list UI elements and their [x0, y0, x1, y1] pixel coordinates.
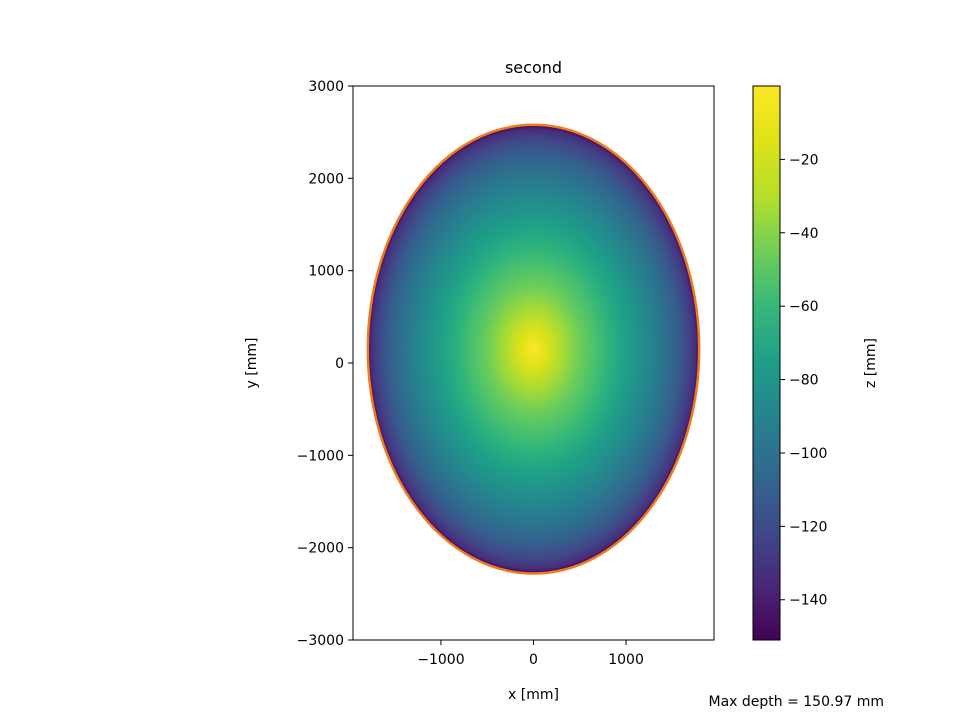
- colorbar-tick-label: −40: [789, 226, 819, 242]
- colorbar-tick-label: −80: [789, 373, 819, 389]
- boundary-outline: [366, 123, 701, 575]
- x-tick-label: 1000: [608, 652, 644, 668]
- colorbar-tick-label: −140: [789, 593, 827, 609]
- y-axis-ticks: 3000 2000 1000 0 −1000 −2000 −3000: [297, 79, 353, 649]
- plot-area: [366, 123, 701, 575]
- y-tick-label: −3000: [297, 633, 344, 649]
- x-tick-label: 0: [529, 652, 538, 668]
- colorbar-tick-label: −120: [789, 519, 827, 535]
- chart-title: second: [505, 58, 562, 77]
- y-tick-label: −2000: [297, 541, 344, 557]
- y-tick-label: −1000: [297, 448, 344, 464]
- max-depth-annotation: Max depth = 150.97 mm: [709, 694, 885, 710]
- colorbar-tick-label: −20: [789, 152, 819, 168]
- y-tick-label: 1000: [308, 264, 344, 280]
- x-axis-label: x [mm]: [508, 687, 559, 703]
- y-tick-label: 0: [335, 356, 344, 372]
- y-tick-label: 2000: [308, 171, 344, 187]
- colorbar-label: z [mm]: [863, 338, 879, 388]
- colorbar: [752, 85, 781, 641]
- y-axis-label: y [mm]: [244, 338, 260, 389]
- y-tick-label: 3000: [308, 79, 344, 95]
- colorbar-tick-label: −60: [789, 299, 819, 315]
- x-tick-label: −1000: [417, 652, 464, 668]
- depth-surface: [367, 124, 700, 574]
- colorbar-ticks: −20 −40 −60 −80 −100 −120 −140: [780, 152, 827, 609]
- x-axis-ticks: −1000 0 1000: [417, 640, 644, 668]
- colorbar-tick-label: −100: [789, 446, 827, 462]
